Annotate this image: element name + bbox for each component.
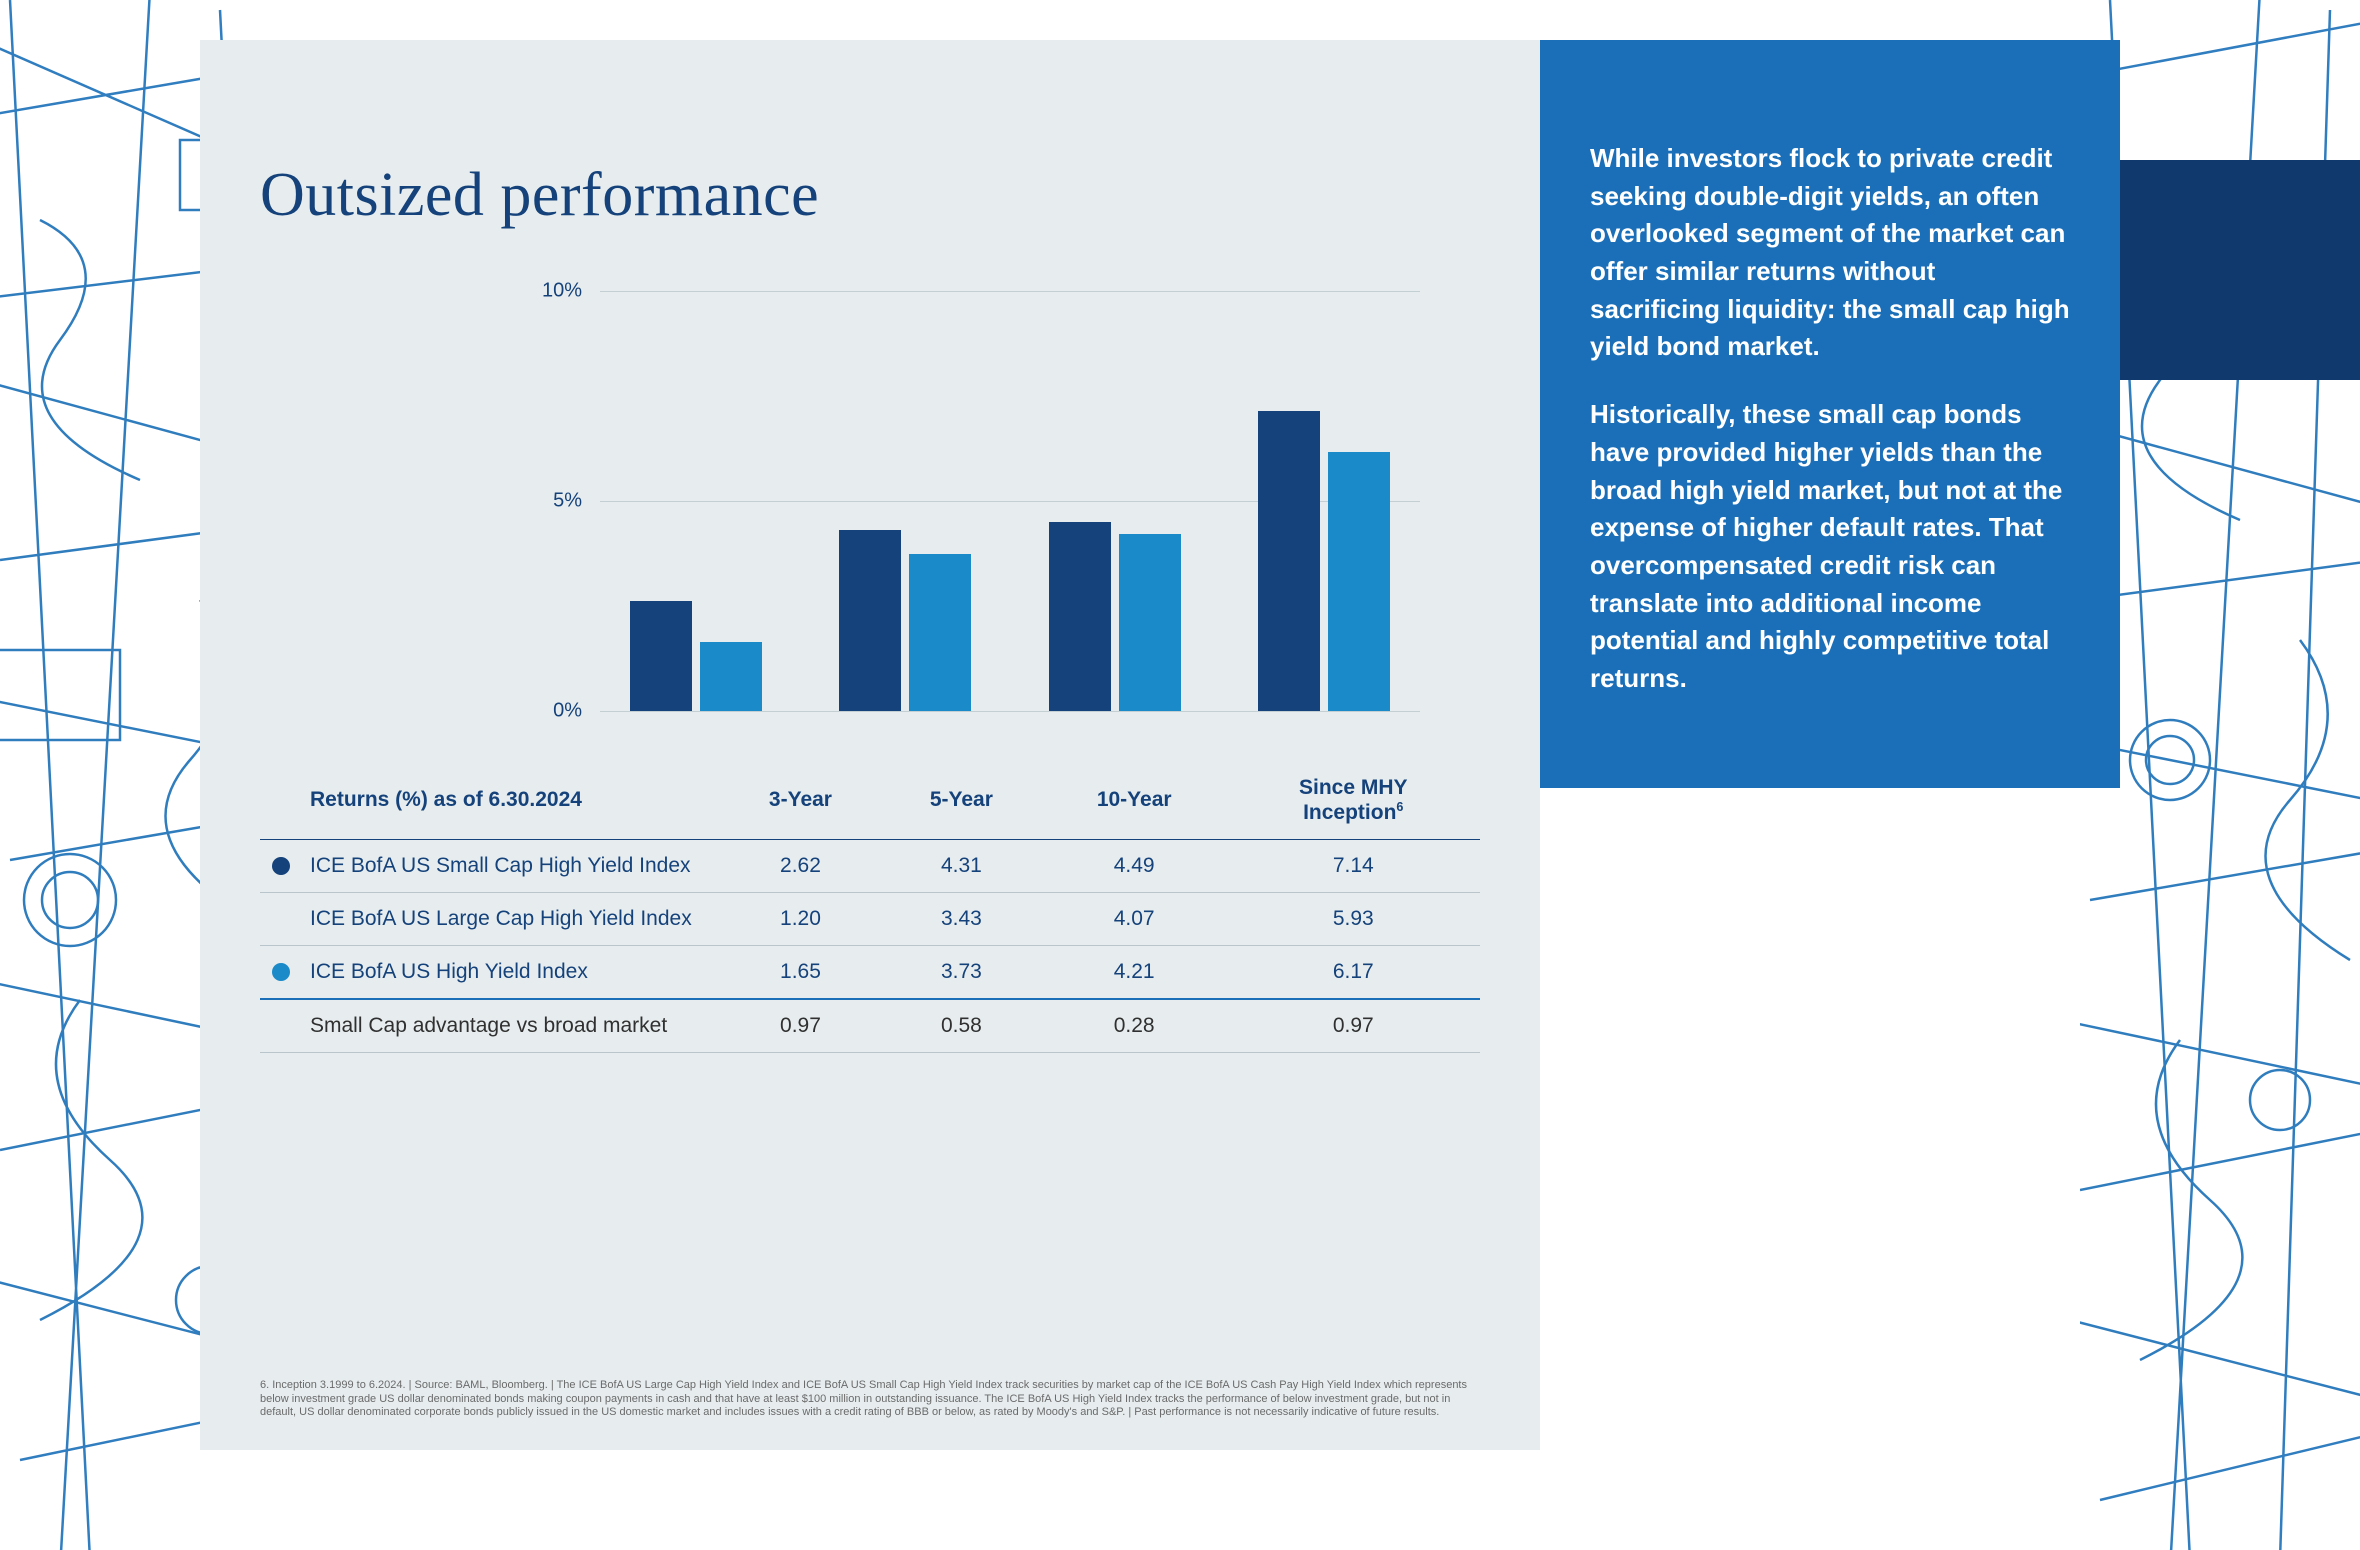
table-column-header: Since MHYInception6 [1227, 761, 1480, 840]
table-row-label: Small Cap advantage vs broad market [260, 999, 720, 1053]
table-cell: 0.28 [1042, 999, 1227, 1053]
table-cell: 4.49 [1042, 840, 1227, 893]
chart-bar [1328, 452, 1390, 711]
chart-bar-group [1258, 291, 1390, 711]
table-cell: 7.14 [1227, 840, 1480, 893]
table-cell: 5.93 [1227, 893, 1480, 946]
table-row: ICE BofA US Large Cap High Yield Index1.… [260, 893, 1480, 946]
chart-y-axis-label: 0% [553, 700, 600, 723]
footnote-text: 6. Inception 3.1999 to 6.2024. | Source:… [260, 1379, 1480, 1420]
chart-bar [1049, 522, 1111, 711]
table-row: ICE BofA US High Yield Index1.653.734.21… [260, 946, 1480, 1000]
sidebar-paragraph: While investors flock to private credit … [1590, 140, 2070, 366]
col-header-line2: Inception [1303, 801, 1396, 824]
table-row-label: ICE BofA US Small Cap High Yield Index [260, 840, 720, 893]
chart-y-axis-label: 10% [542, 280, 600, 303]
returns-bar-chart: 0%5%10% [600, 291, 1420, 711]
table-column-header: 10-Year [1042, 761, 1227, 840]
table-cell: 1.20 [720, 893, 881, 946]
table-row-label: ICE BofA US Large Cap High Yield Index [260, 893, 720, 946]
chart-bar [909, 554, 971, 711]
table-cell: 3.73 [881, 946, 1042, 1000]
col-header-superscript: 6 [1396, 800, 1403, 814]
table-cell: 1.65 [720, 946, 881, 1000]
chart-bar-group [839, 291, 971, 711]
table-cell: 4.21 [1042, 946, 1227, 1000]
returns-table: Returns (%) as of 6.30.2024 3-Year5-Year… [260, 761, 1480, 1053]
table-column-header: 5-Year [881, 761, 1042, 840]
chart-bar [630, 601, 692, 711]
table-cell: 0.58 [881, 999, 1042, 1053]
chart-bar-group [1049, 291, 1181, 711]
table-cell: 2.62 [720, 840, 881, 893]
table-cell: 0.97 [720, 999, 881, 1053]
table-row: ICE BofA US Small Cap High Yield Index2.… [260, 840, 1480, 893]
table-cell: 6.17 [1227, 946, 1480, 1000]
series-legend-dot [272, 857, 290, 875]
table-row: Small Cap advantage vs broad market0.970… [260, 999, 1480, 1053]
dark-accent-strip [2120, 160, 2360, 380]
series-legend-dot [272, 963, 290, 981]
table-cell: 4.31 [881, 840, 1042, 893]
page-title: Outsized performance [260, 160, 1480, 231]
main-content-panel: Outsized performance 0%5%10% Returns (%)… [200, 40, 1540, 1450]
chart-bar [1258, 411, 1320, 711]
table-cell: 3.43 [881, 893, 1042, 946]
col-header-line1: Since MHY [1299, 776, 1408, 799]
chart-bar-group [630, 291, 762, 711]
table-row-label: ICE BofA US High Yield Index [260, 946, 720, 1000]
table-cell: 4.07 [1042, 893, 1227, 946]
table-header-label: Returns (%) as of 6.30.2024 [260, 761, 720, 840]
sidebar-paragraph: Historically, these small cap bonds have… [1590, 396, 2070, 698]
sidebar-commentary-panel: While investors flock to private credit … [1540, 40, 2120, 788]
table-column-header: 3-Year [720, 761, 881, 840]
chart-y-axis-label: 5% [553, 490, 600, 513]
chart-gridline [600, 711, 1420, 712]
chart-bar [1119, 534, 1181, 711]
chart-bar [839, 530, 901, 711]
table-cell: 0.97 [1227, 999, 1480, 1053]
chart-bar [700, 642, 762, 711]
